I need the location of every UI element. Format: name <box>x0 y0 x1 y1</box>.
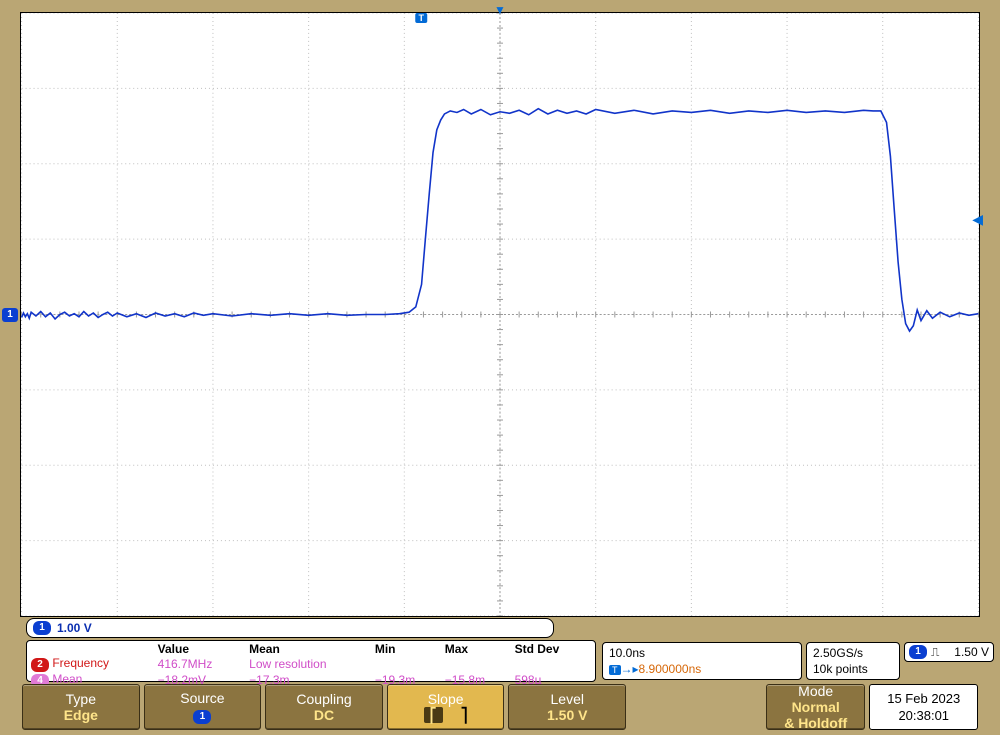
falling-slope-icon[interactable]: ⎤ <box>461 707 468 723</box>
menu-btn-value: 1 <box>145 706 261 724</box>
menu-source-button[interactable]: Source 1 <box>144 684 262 730</box>
grid-canvas <box>21 13 979 616</box>
ch1-zero-indicator: 1 <box>2 308 18 322</box>
record-length-value: 10k points <box>813 661 893 677</box>
timebase-value: 10.0ns <box>609 645 795 661</box>
channel-scale-panel: 1 1.00 V <box>26 618 554 638</box>
meas-cell: Low resolution <box>249 656 375 672</box>
menu-btn-title: Level <box>509 691 625 707</box>
meas-header: Std Dev <box>515 642 591 656</box>
time-value: 20:38:01 <box>898 707 949 724</box>
menu-btn-value: 1.50 V <box>509 707 625 723</box>
menu-btn-title: Source <box>145 690 261 706</box>
scope-frame: ▼ ◀ 1 T 1 1.00 V ValueMeanMinMaxStd Dev2… <box>0 0 1000 735</box>
t-badge-icon: T <box>609 665 621 675</box>
arrow-icon: →▸ <box>621 662 639 676</box>
timestamp-box: 15 Feb 202320:38:01 <box>869 684 978 730</box>
menu-btn-title: Mode <box>767 683 865 699</box>
meas-cell <box>375 656 445 672</box>
ch1-scale-value: 1.00 V <box>57 621 92 635</box>
date-value: 15 Feb 2023 <box>887 690 960 707</box>
trigger-center-caret-icon: ▼ <box>494 3 506 17</box>
meas-header: Mean <box>249 642 375 656</box>
trigger-time-marker-icon: T <box>416 10 428 24</box>
menu-btn-title: Type <box>23 691 139 707</box>
meas-header <box>31 642 158 656</box>
meas-cell <box>445 656 515 672</box>
menu-type-button[interactable]: TypeEdge <box>22 684 140 730</box>
timebase-panel: 10.0ns T→▸8.900000ns <box>602 642 802 680</box>
acquisition-panel: 2.50GS/s 10k points <box>806 642 900 680</box>
sample-rate-value: 2.50GS/s <box>813 645 893 661</box>
menu-btn-value: Normal& Holdoff <box>767 699 865 731</box>
menu-spacer <box>630 684 762 730</box>
menu-mode-button[interactable]: ModeNormal& Holdoff <box>766 684 866 730</box>
ch1-badge: 1 <box>33 621 51 635</box>
meas-header: Max <box>445 642 515 656</box>
trigger-ch-badge: 1 <box>909 645 927 659</box>
menu-coupling-button[interactable]: CouplingDC <box>265 684 383 730</box>
meas-header: Value <box>158 642 249 656</box>
meas-cell: 416.7MHz <box>158 656 249 672</box>
trigger-level-value: 1.50 V <box>954 644 989 660</box>
rising-edge-icon: ⎍ <box>931 644 939 660</box>
meas-cell <box>515 656 591 672</box>
trigger-panel: 1 ⎍ 1.50 V <box>904 642 994 662</box>
menu-level-button[interactable]: Level1.50 V <box>508 684 626 730</box>
menu-btn-value: ⎡⎤ <box>388 707 504 723</box>
menu-slope-button[interactable]: Slope⎡⎤ <box>387 684 505 730</box>
meas-name: Frequency <box>49 656 109 670</box>
measurements-panel: ValueMeanMinMaxStd Dev 2 Frequency 416.7MH… <box>26 640 596 682</box>
menu-btn-title: Coupling <box>266 691 382 707</box>
menu-bar: TypeEdgeSource1CouplingDCSlope⎡⎤Level1.5… <box>22 684 978 730</box>
meas-ch-badge: 2 <box>31 658 49 672</box>
menu-btn-title: Slope <box>388 691 504 707</box>
trigger-level-arrow-icon: ◀ <box>972 211 983 228</box>
rising-slope-icon[interactable]: ⎡ <box>424 707 443 723</box>
measurements-table: ValueMeanMinMaxStd Dev 2 Frequency 416.7MH… <box>31 642 591 688</box>
waveform-display[interactable]: ▼ ◀ <box>20 12 980 617</box>
trigger-delay-value: 8.900000ns <box>639 662 702 676</box>
meas-header: Min <box>375 642 445 656</box>
table-row: 2 Frequency 416.7MHzLow resolution <box>31 656 591 672</box>
menu-btn-value: DC <box>266 707 382 723</box>
trigger-delay-row: T→▸8.900000ns <box>609 661 795 678</box>
menu-btn-value: Edge <box>23 707 139 723</box>
menu-source-badge: 1 <box>193 710 211 724</box>
